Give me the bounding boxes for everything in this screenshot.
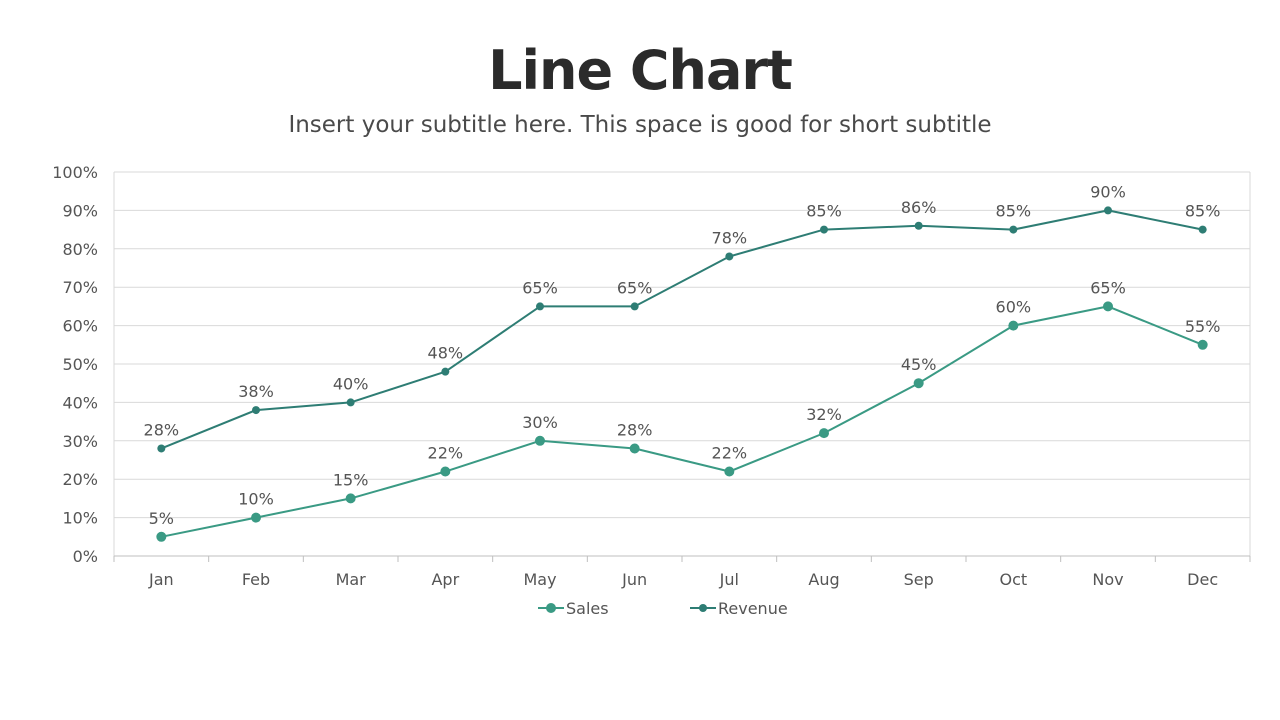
data-point-revenue [252, 406, 260, 415]
data-point-sales [156, 531, 167, 542]
series-line-sales [161, 305, 1204, 538]
data-label-sales: 55% [1185, 317, 1221, 336]
data-label-sales: 5% [149, 509, 174, 528]
data-point-sales [724, 466, 735, 477]
data-point-sales [535, 435, 545, 446]
data-point-revenue [1009, 225, 1018, 234]
data-label-sales: 32% [806, 405, 842, 424]
data-point-revenue [1198, 225, 1207, 234]
y-tick-label: 80% [62, 240, 98, 259]
data-label-sales: 15% [333, 470, 369, 489]
y-tick-label: 20% [62, 470, 98, 489]
y-tick-label: 60% [62, 317, 98, 336]
data-label-revenue: 40% [333, 374, 369, 393]
x-tick-label: Aug [808, 570, 839, 589]
data-label-sales: 45% [901, 355, 937, 374]
data-label-sales: 10% [238, 490, 274, 509]
x-tick-label: Dec [1187, 570, 1218, 589]
legend-label-sales: Sales [566, 599, 609, 618]
data-label-sales: 22% [712, 444, 748, 463]
x-tick-label: Jul [719, 570, 739, 589]
legend-swatch-marker [699, 604, 707, 612]
x-tick-label: Nov [1092, 570, 1123, 589]
data-point-sales [1103, 301, 1113, 312]
data-label-revenue: 78% [712, 228, 748, 247]
series-line-revenue [160, 209, 1203, 450]
data-label-revenue: 65% [617, 278, 653, 297]
data-point-revenue [725, 252, 734, 261]
data-point-sales [819, 428, 829, 439]
x-tick-label: May [523, 570, 556, 589]
data-point-revenue [346, 398, 355, 407]
data-label-revenue: 90% [1090, 182, 1126, 201]
x-tick-label: Apr [431, 570, 459, 589]
y-tick-label: 40% [62, 393, 98, 412]
data-label-revenue: 85% [1185, 202, 1221, 221]
data-label-revenue: 38% [238, 382, 274, 401]
data-point-sales [440, 466, 451, 477]
legend-swatch-marker [546, 603, 556, 613]
data-point-revenue [820, 225, 828, 234]
data-point-sales [1008, 320, 1019, 331]
data-point-revenue [536, 302, 544, 311]
x-tick-label: Sep [904, 570, 934, 589]
x-tick-label: Jun [621, 570, 647, 589]
data-label-revenue: 48% [428, 344, 464, 363]
data-point-revenue [157, 444, 166, 453]
data-label-revenue: 85% [806, 202, 842, 221]
page-title: Line Chart [488, 39, 793, 102]
legend: Sales Revenue [538, 599, 788, 618]
data-point-revenue [1104, 206, 1112, 215]
x-tick-label: Jan [148, 570, 174, 589]
data-label-revenue: 85% [996, 202, 1032, 221]
y-tick-label: 0% [73, 547, 98, 566]
data-point-sales [629, 443, 640, 454]
data-point-sales [1197, 339, 1208, 350]
axes: 0% 10% 20% 30% 40% 50% 60% 70% 80% 90% 100% Jan Feb M… [52, 163, 1251, 589]
page-subtitle: Insert your subtitle here. This space is… [288, 112, 992, 138]
y-tick-label: 10% [62, 509, 98, 528]
legend-label-revenue: Revenue [718, 599, 788, 618]
x-tick-label: Oct [999, 570, 1027, 589]
data-label-sales: 28% [617, 420, 653, 439]
y-tick-label: 90% [62, 201, 98, 220]
data-label-revenue: 65% [522, 278, 558, 297]
data-point-sales [913, 378, 924, 389]
y-tick-label: 70% [62, 278, 98, 297]
data-label-revenue: 28% [144, 420, 180, 439]
data-point-revenue [630, 302, 639, 311]
data-point-sales [251, 512, 261, 523]
data-point-revenue [441, 367, 450, 376]
data-point-revenue [914, 221, 923, 230]
data-labels: 5% 10% 15% 22% 30% 28% 22% 32% 45% 60% 65% 55% 28% 38… [144, 182, 1221, 527]
data-label-sales: 65% [1090, 278, 1126, 297]
x-tick-label: Feb [242, 570, 270, 589]
y-tick-label: 30% [62, 432, 98, 451]
y-tick-label: 50% [62, 355, 98, 374]
data-label-sales: 30% [522, 413, 558, 432]
data-label-sales: 60% [996, 298, 1032, 317]
gridlines [113, 171, 1251, 556]
data-point-sales [345, 493, 356, 504]
data-label-sales: 22% [428, 444, 464, 463]
y-tick-label: 100% [52, 163, 98, 182]
data-label-revenue: 86% [901, 198, 937, 217]
series-group [156, 206, 1208, 542]
x-tick-label: Mar [336, 570, 367, 589]
